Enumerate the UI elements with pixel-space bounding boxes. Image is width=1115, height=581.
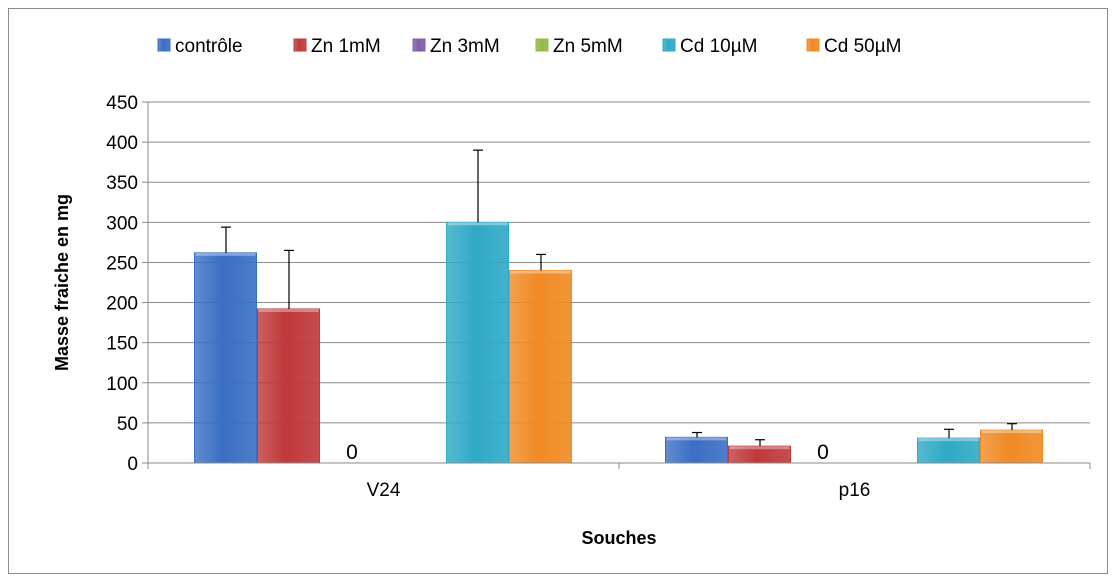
legend-swatch-cd-50-m bbox=[806, 38, 820, 52]
bar-highlight bbox=[729, 446, 790, 450]
bar-p16-contr-le bbox=[665, 436, 728, 464]
bar-p16-cd-50-m bbox=[980, 429, 1043, 464]
x-axis-title: Souches bbox=[581, 528, 656, 548]
labels: 0 50 100 150 200 250 300 350 400 450 0 V24 0 p16 Souch… bbox=[52, 93, 870, 548]
legend-label-zn-1mm: Zn 1mM bbox=[311, 36, 381, 57]
bar-highlight bbox=[447, 222, 508, 226]
y-tick-label: 50 bbox=[117, 414, 138, 435]
bar-v24-contr-le bbox=[194, 252, 257, 464]
bar-highlight bbox=[258, 308, 319, 312]
legend-swatch-zn-1mm bbox=[293, 38, 307, 52]
y-tick-label: 250 bbox=[106, 253, 138, 274]
y-tick-label: 150 bbox=[106, 334, 138, 355]
bar-p16-cd-10-m bbox=[917, 437, 980, 464]
y-tick-label: 200 bbox=[106, 294, 138, 315]
legend-label-zn-5mm: Zn 5mM bbox=[553, 36, 623, 57]
legend-label-cd-50-m: Cd 50µM bbox=[824, 36, 901, 57]
bar-chart: 0 50 100 150 200 250 300 350 400 450 0 V24 0 p16 Souch… bbox=[52, 36, 1091, 548]
legend-label-zn-3mm: Zn 3mM bbox=[430, 36, 500, 57]
y-tick-label: 300 bbox=[106, 213, 138, 234]
x-tick-label: V24 bbox=[367, 480, 401, 501]
bar-v24-cd-10-m bbox=[446, 221, 509, 464]
legend-swatch-zn-5mm bbox=[535, 38, 549, 52]
legend-label-contr-le: contrôle bbox=[175, 36, 243, 57]
bar-highlight bbox=[666, 437, 727, 441]
bars bbox=[194, 221, 1043, 464]
bar-highlight bbox=[981, 430, 1042, 434]
y-tick-label: 450 bbox=[106, 93, 138, 114]
legend-swatch-cd-10-m bbox=[662, 38, 676, 52]
bar-highlight bbox=[918, 438, 979, 442]
legend-swatch-zn-3mm bbox=[412, 38, 426, 52]
y-axis-title: Masse fraiche en mg bbox=[52, 194, 72, 371]
x-tick-label: p16 bbox=[839, 480, 871, 501]
legend-label-cd-10-m: Cd 10µM bbox=[680, 36, 757, 57]
bar-highlight bbox=[195, 252, 256, 256]
chart-frame: 0 50 100 150 200 250 300 350 400 450 0 V24 0 p16 Souch… bbox=[8, 8, 1108, 574]
data-label-zero: 0 bbox=[817, 441, 829, 464]
data-label-zero: 0 bbox=[346, 441, 358, 464]
y-tick-label: 100 bbox=[106, 374, 138, 395]
axes bbox=[142, 101, 1091, 469]
bar-v24-zn-1mm bbox=[257, 308, 320, 464]
y-tick-label: 0 bbox=[127, 454, 138, 475]
legend-swatch-contr-le bbox=[157, 38, 171, 52]
bar-v24-cd-50-m bbox=[509, 269, 572, 464]
bar-highlight bbox=[510, 270, 571, 274]
y-tick-label: 400 bbox=[106, 133, 138, 154]
y-tick-label: 350 bbox=[106, 173, 138, 194]
error-bars bbox=[221, 149, 1017, 447]
legend: contrôle Zn 1mM Zn 3mM Zn 5mM Cd 10µM Cd 50µM bbox=[157, 36, 901, 57]
